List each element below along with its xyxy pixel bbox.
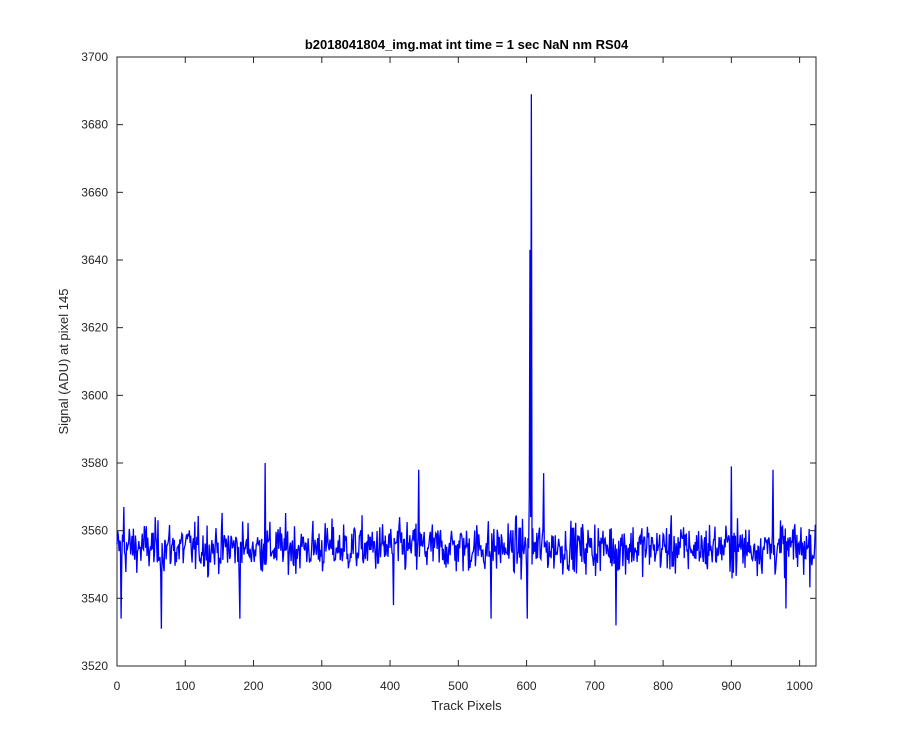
y-tick-label: 3580 (81, 456, 108, 470)
x-tick-label: 200 (244, 679, 264, 693)
y-tick-label: 3560 (81, 524, 108, 538)
y-axis-label: Signal (ADU) at pixel 145 (56, 289, 71, 435)
x-tick-label: 100 (175, 679, 195, 693)
y-tick-label: 3700 (81, 50, 108, 64)
x-tick-label: 300 (312, 679, 332, 693)
y-tick-label: 3640 (81, 253, 108, 267)
x-tick-label: 500 (448, 679, 468, 693)
y-tick-label: 3540 (81, 591, 108, 605)
axes-box (116, 56, 817, 667)
y-tick-label: 3600 (81, 388, 108, 402)
chart-title: b2018041804_img.mat int time = 1 sec NaN… (305, 37, 629, 52)
x-tick-label: 600 (517, 679, 537, 693)
x-tick-label: 900 (721, 679, 741, 693)
y-tick-label: 3680 (81, 118, 108, 132)
y-axis-ticks: 3520 3540 3560 3580 3600 3620 3640 3660 3680 3700 (81, 50, 816, 673)
y-tick-label: 3520 (81, 659, 108, 673)
x-tick-label: 700 (585, 679, 605, 693)
y-tick-label: 3620 (81, 321, 108, 335)
x-tick-label: 400 (380, 679, 400, 693)
series-group (116, 94, 816, 629)
x-tick-label: 1000 (786, 679, 813, 693)
x-axis-ticks: 0 100 200 300 400 500 600 700 800 900 1000 (114, 57, 813, 693)
x-axis-label: Track Pixels (431, 698, 502, 713)
x-tick-label: 0 (114, 679, 121, 693)
x-tick-label: 800 (653, 679, 673, 693)
y-tick-label: 3660 (81, 185, 108, 199)
signal-series-line (116, 94, 816, 629)
